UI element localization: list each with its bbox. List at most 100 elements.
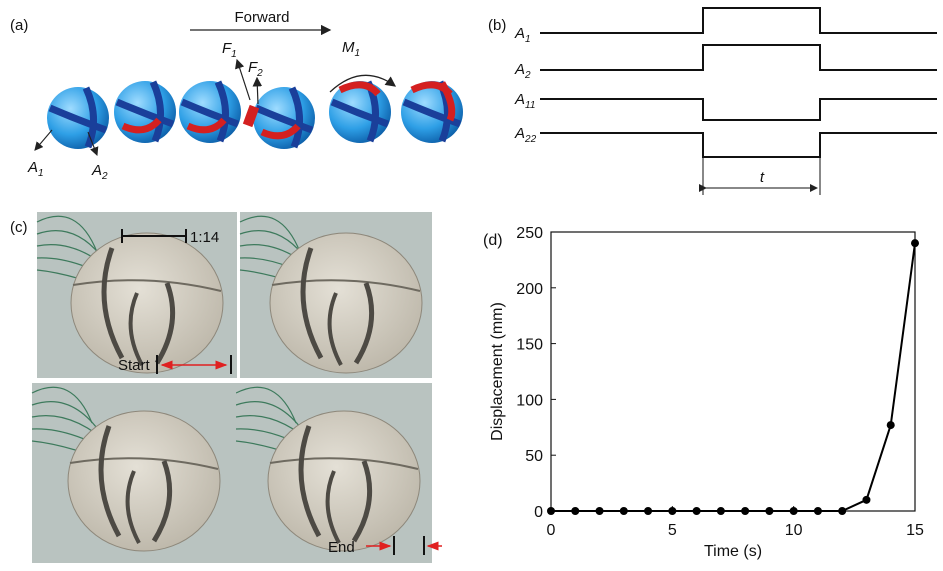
x-tick-label: 10 xyxy=(785,522,803,539)
data-point xyxy=(886,421,895,430)
seam xyxy=(271,279,421,292)
axis-arrow xyxy=(34,129,53,151)
signal-label: A22 xyxy=(514,125,537,145)
band xyxy=(149,80,164,143)
data-point xyxy=(911,239,919,248)
scale-label: 1:14 xyxy=(190,229,219,246)
band xyxy=(48,104,108,134)
start-label: Start xyxy=(118,357,151,374)
robot-shell xyxy=(67,410,221,552)
band xyxy=(82,86,97,149)
seam xyxy=(69,457,219,470)
sphere xyxy=(179,80,241,143)
end-label: End xyxy=(328,539,355,556)
actuator-strip xyxy=(300,247,324,360)
wire xyxy=(239,215,301,253)
actuator-strip xyxy=(151,460,173,543)
y-tick-label: 0 xyxy=(534,504,543,521)
subscript: 1 xyxy=(355,48,361,59)
actuator-strip xyxy=(327,292,343,366)
actuator xyxy=(338,81,381,97)
axis-label: A2 xyxy=(91,162,108,182)
symbol: A xyxy=(27,159,38,176)
data-point xyxy=(644,507,653,515)
actuator-strip xyxy=(353,282,375,365)
symbol: A xyxy=(514,91,525,108)
waveform xyxy=(540,98,937,121)
waveform xyxy=(540,132,937,158)
symbol: A xyxy=(514,61,525,78)
data-point xyxy=(668,507,677,515)
photo xyxy=(235,383,432,563)
actuator-strip xyxy=(351,460,373,543)
sphere xyxy=(242,86,315,149)
data-point xyxy=(862,495,871,504)
data-point xyxy=(765,507,774,515)
symbol: M xyxy=(342,39,355,56)
y-tick-label: 50 xyxy=(525,448,543,465)
axis-label: A1 xyxy=(27,159,44,179)
force-arrow xyxy=(252,76,263,105)
band xyxy=(214,80,229,143)
sphere xyxy=(47,86,109,149)
subscript: 2 xyxy=(256,68,263,79)
actuator-strip xyxy=(128,292,144,366)
data-point xyxy=(789,507,798,515)
symbol: F xyxy=(248,59,258,76)
band xyxy=(254,104,314,134)
y-tick-label: 250 xyxy=(516,225,543,242)
actuator xyxy=(260,123,301,140)
waveform xyxy=(540,7,937,34)
axis-arrow xyxy=(87,131,99,157)
direction-label: Forward xyxy=(234,9,289,26)
data-point xyxy=(813,507,822,515)
signal-label: A11 xyxy=(514,91,535,111)
panel-a: (a) Forward F1 F2 M1 A1 A2 xyxy=(10,9,463,182)
subscript: 1 xyxy=(38,168,44,179)
sphere xyxy=(401,80,463,143)
actuator-strip xyxy=(101,247,125,360)
wire xyxy=(31,386,93,424)
panel-label: (a) xyxy=(10,17,28,34)
signal-label: A1 xyxy=(514,25,531,45)
data-line xyxy=(551,243,916,512)
photo xyxy=(36,212,237,378)
actuator-strip xyxy=(325,470,341,544)
actuator xyxy=(186,117,227,134)
data-point xyxy=(619,507,628,515)
symbol: A xyxy=(514,125,525,142)
robot-shell xyxy=(267,410,421,552)
actuator xyxy=(438,81,456,122)
force-label: F2 xyxy=(248,59,263,79)
force-label: F1 xyxy=(222,40,237,60)
panel-label: (c) xyxy=(10,219,28,236)
symbol: F xyxy=(222,40,232,57)
data-point xyxy=(547,507,555,515)
moment-arrow xyxy=(329,74,397,93)
panel-label: (b) xyxy=(488,17,506,34)
actuator-strip xyxy=(98,425,122,538)
panel-c: (c) 1:14 Start End xyxy=(10,212,442,563)
panel-label: (d) xyxy=(483,232,503,249)
y-tick-label: 200 xyxy=(516,281,543,298)
actuator-strip xyxy=(125,470,141,544)
signal-label: A2 xyxy=(514,61,531,81)
band xyxy=(402,98,462,128)
subscript: 11 xyxy=(525,100,535,111)
data-point xyxy=(716,507,725,515)
sphere xyxy=(114,80,176,143)
band xyxy=(180,98,240,128)
band xyxy=(288,86,303,149)
wire xyxy=(36,215,98,253)
y-tick-label: 100 xyxy=(516,392,543,409)
duration-label: t xyxy=(760,169,765,186)
data-point xyxy=(571,507,580,515)
seam xyxy=(72,279,222,292)
band xyxy=(115,98,175,128)
robot-shell xyxy=(70,232,224,374)
subscript: 2 xyxy=(101,171,108,182)
photo xyxy=(239,212,432,378)
